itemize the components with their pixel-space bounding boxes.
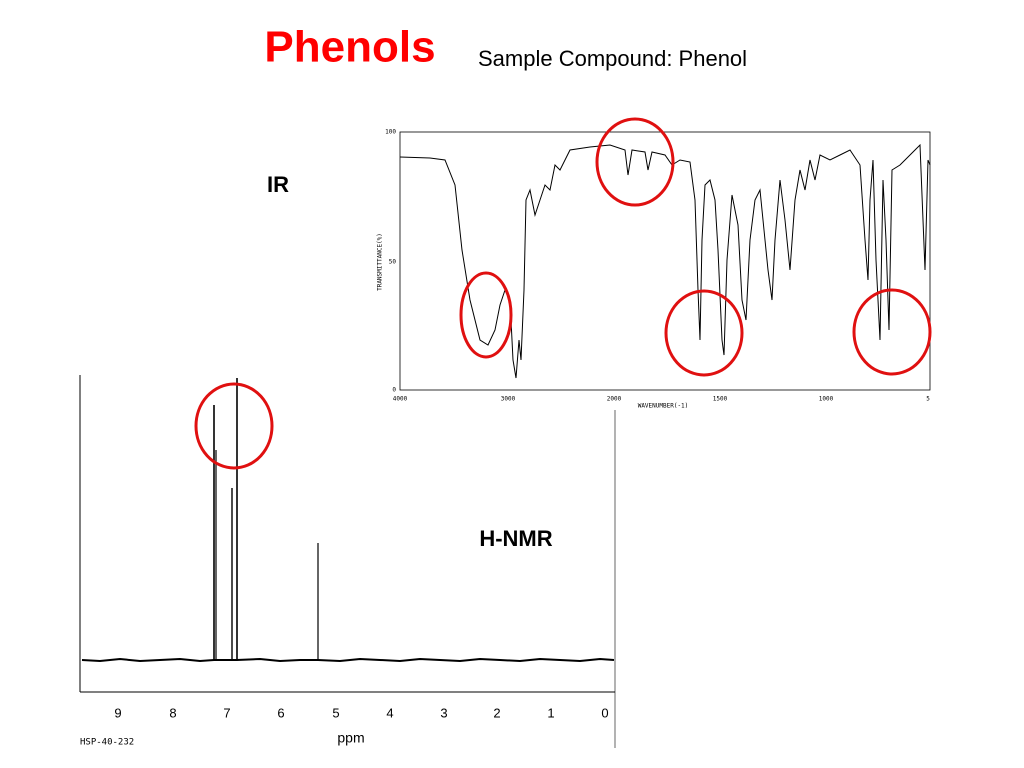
nmr-x-tick: 5 bbox=[332, 705, 339, 720]
ir-x-tick: 3000 bbox=[501, 396, 516, 403]
ir-x-label: WAVENUMBER(-1) bbox=[638, 403, 689, 410]
highlight-circle bbox=[194, 382, 274, 470]
ir-frame bbox=[399, 131, 931, 391]
highlight-circle bbox=[852, 288, 932, 376]
highlight-circle bbox=[459, 271, 513, 359]
title: Phenols bbox=[264, 23, 435, 72]
highlight-circle bbox=[664, 289, 744, 377]
nmr-x-tick: 7 bbox=[223, 705, 230, 720]
nmr-x-tick: 4 bbox=[386, 705, 393, 720]
ir-y-tick: 50 bbox=[389, 259, 397, 266]
nmr-baseline bbox=[81, 657, 615, 663]
ir-trace bbox=[399, 143, 931, 379]
ir-x-tick: 2000 bbox=[607, 396, 622, 403]
nmr-x-tick: 2 bbox=[493, 705, 500, 720]
ir-y-tick: 100 bbox=[385, 129, 396, 136]
nmr-x-tick: 3 bbox=[440, 705, 447, 720]
nmr-spectrum: 9 8 7 6 5 4 3 2 1 0 ppm HSP-40-232 bbox=[79, 375, 616, 748]
nmr-x-tick: 9 bbox=[114, 705, 121, 720]
nmr-x-tick: 0 bbox=[601, 705, 608, 720]
highlights bbox=[194, 117, 932, 470]
ir-y-label: TRANSMITTANCE(%) bbox=[377, 233, 384, 291]
nmr-x-label: ppm bbox=[337, 730, 364, 746]
subtitle: Sample Compound: Phenol bbox=[478, 46, 747, 71]
ir-x-tick: 4000 bbox=[393, 396, 408, 403]
nmr-x-tick: 8 bbox=[169, 705, 176, 720]
ir-x-tick: 1000 bbox=[819, 396, 834, 403]
nmr-code: HSP-40-232 bbox=[80, 738, 134, 748]
highlight-circle bbox=[595, 117, 675, 207]
nmr-x-tick: 6 bbox=[277, 705, 284, 720]
ir-x-tick: 5 bbox=[926, 396, 930, 403]
ir-x-tick: 1500 bbox=[713, 396, 728, 403]
nmr-label: H-NMR bbox=[479, 526, 552, 551]
ir-label: IR bbox=[267, 172, 289, 197]
ir-y-tick: 0 bbox=[392, 387, 396, 394]
ir-spectrum: 100 50 0 4000 3000 2000 1500 1000 5 WAVE… bbox=[377, 129, 931, 410]
nmr-x-tick: 1 bbox=[547, 705, 554, 720]
